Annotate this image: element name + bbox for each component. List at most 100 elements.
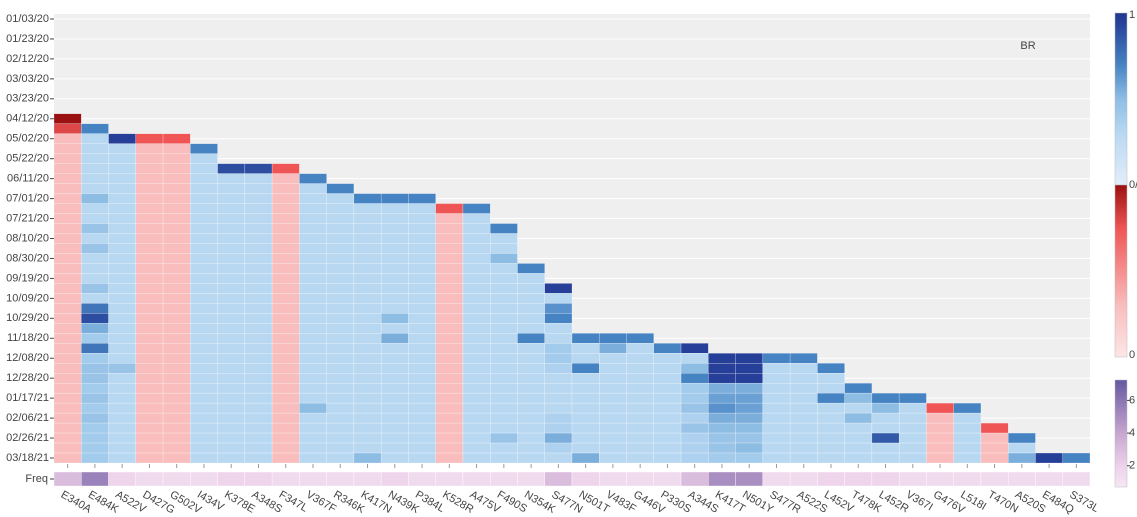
heatmap-cell: [408, 442, 436, 454]
heatmap-cell: [517, 412, 545, 424]
heatmap-cell: [108, 303, 136, 314]
heatmap-cell: [626, 422, 654, 434]
heatmap-cell: [162, 193, 191, 204]
heatmap-cell: [326, 392, 355, 404]
freq-cell: [1062, 471, 1091, 487]
heatmap-cell: [299, 223, 327, 234]
heatmap-cell: [926, 452, 954, 464]
heatmap-cell: [244, 303, 273, 314]
heatmap-cell: [462, 223, 491, 234]
heatmap-cell: [271, 283, 300, 294]
heatmap-cell: [271, 253, 300, 264]
heatmap-cell: [599, 402, 627, 414]
heatmap-cell: [490, 422, 518, 434]
heatmap-cell: [789, 392, 818, 404]
heatmap-cell: [380, 373, 409, 384]
heatmap-cell: [326, 363, 355, 374]
heatmap-cell: [81, 323, 109, 334]
y-tick-label: 01/03/20: [6, 13, 49, 25]
heatmap-cell: [244, 273, 273, 284]
heatmap-cell: [462, 412, 491, 424]
heatmap-cell: [135, 263, 164, 274]
heatmap-cell: [599, 343, 627, 354]
heatmap-cell: [81, 183, 109, 194]
heatmap-cell: [353, 373, 382, 384]
heatmap-cell: [1062, 452, 1091, 464]
heatmap-cell: [271, 452, 300, 464]
colorbar: [1114, 184, 1128, 358]
heatmap-cell: [599, 353, 627, 364]
heatmap-cell: [81, 253, 109, 264]
x-tick-label: A348S: [250, 489, 285, 516]
heatmap-cell: [762, 432, 791, 444]
heatmap-cell: [953, 432, 982, 444]
heatmap-cell: [271, 243, 300, 254]
heatmap-cell: [353, 223, 382, 234]
heatmap-cell: [517, 273, 545, 284]
heatmap-cell: [789, 373, 818, 384]
heatmap-cell: [571, 442, 600, 454]
y-tick-label: 07/21/20: [6, 212, 49, 224]
freq-cell: [735, 471, 764, 487]
heatmap-cell: [1035, 452, 1063, 464]
heatmap-cell: [217, 412, 246, 424]
heatmap-cell: [217, 233, 246, 244]
heatmap-cell: [462, 203, 491, 214]
heatmap-cell: [217, 323, 246, 334]
heatmap-cell: [871, 432, 900, 444]
heatmap-cell: [190, 203, 218, 214]
heatmap-cell: [926, 422, 954, 434]
y-tick-label: 12/28/20: [6, 372, 49, 384]
heatmap-cell: [108, 422, 136, 434]
heatmap-cell: [162, 333, 191, 344]
heatmap-cell: [326, 402, 355, 414]
freq-cell: [1035, 471, 1063, 487]
x-tick-label: L452R: [877, 489, 911, 516]
heatmap-cell: [353, 442, 382, 454]
heatmap-cell: [544, 412, 573, 424]
heatmap-cell: [299, 173, 327, 184]
heatmap-cell: [517, 432, 545, 444]
heatmap-cell: [299, 382, 327, 394]
heatmap-cell: [599, 373, 627, 384]
heatmap-cell: [599, 333, 627, 344]
heatmap-cell: [81, 213, 109, 224]
heatmap-cell: [926, 432, 954, 444]
heatmap-cell: [544, 353, 573, 364]
x-tick-label: P384L: [413, 489, 447, 515]
heatmap-cell: [162, 183, 191, 194]
heatmap-cell: [135, 452, 164, 464]
heatmap-cell: [353, 253, 382, 264]
y-tick-label: 05/22/20: [6, 153, 49, 165]
heatmap-cell: [408, 193, 436, 204]
heatmap-cell: [217, 333, 246, 344]
heatmap-cell: [162, 392, 191, 404]
heatmap-cell: [53, 253, 82, 264]
heatmap-cell: [380, 452, 409, 464]
heatmap-cell: [162, 223, 191, 234]
heatmap-cell: [326, 273, 355, 284]
heatmap-cell: [953, 452, 982, 464]
heatmap-cell: [435, 333, 464, 344]
heatmap-cell: [244, 193, 273, 204]
heatmap-cell: [898, 432, 927, 444]
heatmap-cell: [435, 412, 464, 424]
heatmap-cell: [462, 303, 491, 314]
heatmap-cell: [490, 253, 518, 264]
heatmap-cell: [735, 402, 764, 414]
heatmap-cell: [408, 233, 436, 244]
heatmap-cell: [108, 133, 136, 144]
heatmap-cell: [953, 402, 982, 414]
heatmap-cell: [299, 432, 327, 444]
heatmap-cell: [462, 442, 491, 454]
heatmap-cell: [708, 363, 736, 374]
heatmap-cell: [53, 153, 82, 164]
heatmap-cell: [53, 143, 82, 154]
colorbar-label: 0: [1129, 349, 1135, 361]
heatmap-cell: [81, 382, 109, 394]
heatmap-cell: [708, 382, 736, 394]
heatmap-cell: [462, 402, 491, 414]
y-tick-label: 02/26/21: [6, 432, 49, 444]
heatmap-cell: [353, 343, 382, 354]
heatmap-cell: [299, 343, 327, 354]
